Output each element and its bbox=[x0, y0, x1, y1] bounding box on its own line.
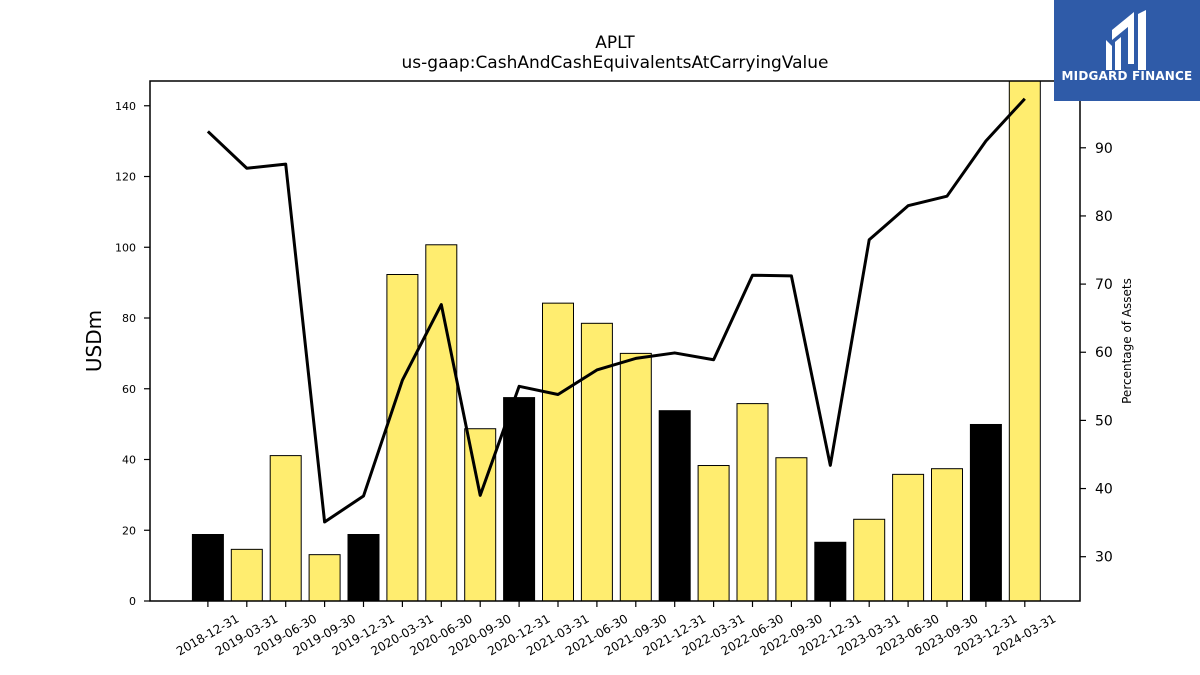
bar-2020-12-31 bbox=[503, 397, 536, 602]
bar-2019-12-31 bbox=[347, 534, 380, 602]
bar-2021-06-30 bbox=[580, 322, 613, 602]
bar-2021-03-31 bbox=[542, 302, 574, 602]
bar-2023-06-30 bbox=[892, 473, 925, 602]
line-group bbox=[206, 97, 1026, 524]
bar-2023-12-31 bbox=[969, 423, 1002, 602]
bar-2024-03-31 bbox=[1008, 80, 1041, 602]
logo-mark-icon bbox=[1106, 10, 1146, 70]
bar-2023-03-31 bbox=[853, 518, 886, 602]
bar-2023-09-30 bbox=[931, 468, 963, 602]
y2-tick-label-60: 60 bbox=[1095, 345, 1113, 361]
bar-2019-06-30 bbox=[269, 455, 302, 602]
y-tick-label-40: 40 bbox=[122, 454, 136, 467]
x-axis: 2018-12-312019-03-312019-06-302019-09-30… bbox=[174, 601, 1058, 658]
bar-2022-03-31 bbox=[697, 465, 730, 602]
y-tick-label-100: 100 bbox=[115, 241, 136, 254]
bar-2020-06-30 bbox=[425, 244, 458, 602]
bar-2018-12-31 bbox=[191, 534, 224, 602]
bar-2019-03-31 bbox=[230, 548, 263, 602]
y2-tick-label-40: 40 bbox=[1095, 482, 1113, 498]
bar-2022-06-30 bbox=[736, 403, 769, 602]
y2-tick-label-70: 70 bbox=[1095, 277, 1113, 293]
bar-2022-09-30 bbox=[775, 457, 808, 602]
y-axis-right: 30 40 50 60 70 80 90 bbox=[1080, 141, 1113, 566]
bar-2021-09-30 bbox=[619, 352, 652, 602]
y-axis-label: USDm bbox=[82, 310, 106, 372]
bar-2021-12-31 bbox=[658, 410, 691, 602]
midgard-finance-logo: MIDGARD FINANCE bbox=[1054, 0, 1200, 101]
y2-tick-label-80: 80 bbox=[1095, 209, 1113, 225]
y-axis-left: 0 20 40 60 80 100 120 140 bbox=[115, 100, 150, 608]
bar-2020-09-30 bbox=[464, 428, 497, 602]
plot-frame bbox=[149, 80, 1081, 602]
chart-subtitle: us-gaap:CashAndCashEquivalentsAtCarrying… bbox=[402, 53, 829, 73]
y-tick-label-0: 0 bbox=[129, 595, 136, 608]
y2-tick-label-90: 90 bbox=[1095, 141, 1113, 157]
y-tick-label-80: 80 bbox=[122, 312, 136, 325]
y2-axis-label: Percentage of Assets bbox=[1120, 278, 1134, 404]
y2-tick-label-30: 30 bbox=[1095, 550, 1113, 566]
y-tick-label-120: 120 bbox=[115, 171, 136, 184]
bars-group bbox=[191, 80, 1041, 602]
y-tick-label-140: 140 bbox=[115, 100, 136, 113]
bar-2020-03-31 bbox=[386, 274, 419, 602]
chart-title: APLT bbox=[595, 33, 635, 53]
y2-tick-label-50: 50 bbox=[1095, 413, 1113, 429]
logo-text: MIDGARD FINANCE bbox=[1061, 69, 1193, 83]
y-tick-label-20: 20 bbox=[122, 524, 136, 537]
bar-2019-09-30 bbox=[308, 554, 341, 602]
bar-2022-12-31 bbox=[814, 541, 847, 602]
line-series bbox=[206, 97, 1026, 524]
y-tick-label-60: 60 bbox=[122, 383, 136, 396]
